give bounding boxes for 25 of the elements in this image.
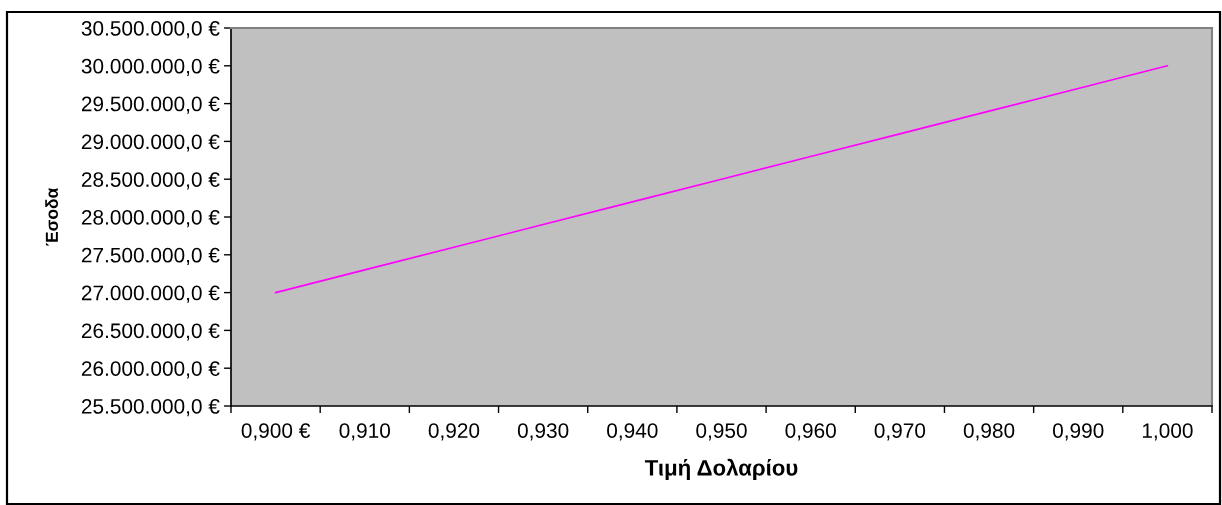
x-tick-label: 0,950 (696, 423, 747, 441)
y-tick-label: 29.500.000,0 € (81, 96, 220, 114)
x-tick-label: 0,920 (428, 423, 480, 441)
y-tick-label: 26.000.000,0 € (81, 361, 220, 379)
y-tick-label: 26.500.000,0 € (81, 323, 220, 341)
x-tick-label: 0,970 (874, 423, 926, 441)
x-tick-label: 0,930 (517, 423, 569, 441)
y-tick-label: 28.500.000,0 € (81, 172, 220, 190)
x-tick-label: 0,990 (1052, 423, 1104, 441)
x-tick-label: 0,910 (339, 423, 391, 441)
y-axis-title: Έσοδα (45, 187, 59, 246)
x-tick-label: 0,980 (963, 423, 1015, 441)
y-tick-label: 29.000.000,0 € (81, 134, 220, 152)
line-series (274, 64, 1169, 294)
y-tick-label: 27.500.000,0 € (81, 247, 220, 266)
y-tick-label: 30.000.000,0 € (81, 58, 220, 77)
y-tick-label: 25.500.000,0 € (81, 399, 220, 417)
y-tick-label: 28.000.000,0 € (81, 210, 220, 228)
x-tick-label: 0,940 (607, 423, 658, 441)
y-tick-label: 27.000.000,0 € (81, 285, 220, 303)
x-tick-label: 1,000 (1142, 423, 1193, 441)
y-tick-label: 30.500.000,0 € (81, 21, 220, 39)
x-tick-label: 0,900 € (241, 423, 311, 441)
x-tick-label: 0,960 (785, 423, 836, 441)
x-axis-title: Τιμή Δολαρίου (644, 458, 798, 481)
